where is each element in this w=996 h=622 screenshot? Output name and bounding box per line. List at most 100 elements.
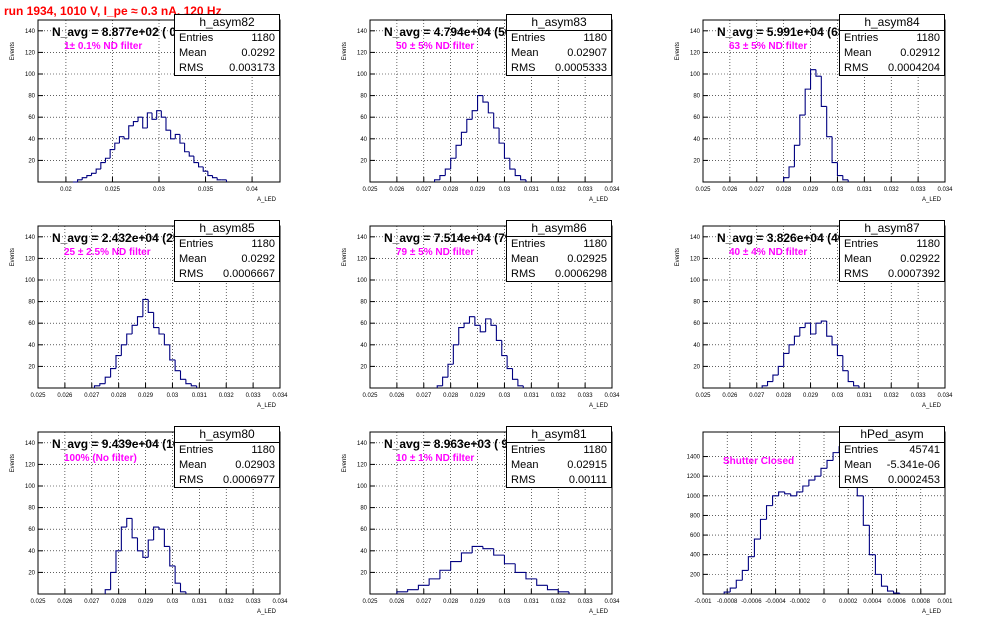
stats-label: Entries	[511, 238, 546, 250]
filter-annotation: Shutter Closed	[723, 456, 795, 467]
histogram-bin	[131, 324, 138, 334]
histogram-bin	[485, 318, 491, 332]
x-tick-label: 0.032	[551, 393, 567, 399]
stats-value: 0.003173	[229, 62, 275, 74]
y-tick-label: 40	[693, 343, 700, 349]
y-tick-label: 40	[360, 343, 367, 349]
x-tick-label: 0.03	[832, 187, 844, 193]
stats-row-rms: RMS 0.0006298	[507, 267, 611, 282]
histogram-bin	[436, 385, 443, 388]
x-tick-label: 0.034	[604, 187, 620, 193]
stats-value: 1180	[916, 238, 940, 250]
histogram-bin	[153, 526, 159, 540]
stats-value: 0.0007392	[888, 268, 940, 280]
histogram-bin	[433, 179, 440, 182]
y-axis-title: Events	[342, 42, 348, 60]
stats-value: 0.02915	[567, 459, 607, 471]
histogram-bin	[842, 355, 849, 372]
histogram-bin	[766, 380, 773, 386]
stats-label: RMS	[179, 268, 204, 280]
histogram-bin	[759, 518, 767, 540]
histogram-bin	[501, 340, 508, 357]
histogram-bin	[193, 156, 199, 164]
y-tick-label: 60	[360, 321, 367, 327]
x-tick-label: 0.026	[57, 599, 73, 605]
histogram-bin	[458, 326, 465, 345]
x-axis-title: A_LED	[922, 197, 942, 203]
stats-label: Entries	[179, 238, 214, 250]
x-tick-label: 0.032	[219, 393, 235, 399]
histogram-bin	[880, 574, 888, 587]
histogram-bin	[482, 546, 494, 550]
stats-label: RMS	[844, 62, 869, 74]
histogram-bin	[460, 552, 473, 562]
stats-row-mean: Mean 0.02915	[507, 458, 611, 473]
histogram-bin	[836, 162, 843, 177]
filter-annotation: 63 ± 5% ND filter	[729, 41, 808, 52]
x-tick-label: 0.031	[524, 393, 540, 399]
histogram-bin	[753, 538, 761, 557]
histogram-bin	[120, 344, 127, 356]
histogram-bin	[439, 569, 451, 579]
x-tick-label: 0.025	[105, 187, 121, 193]
x-tick-label: 0.029	[470, 599, 486, 605]
stats-label: Mean	[844, 47, 872, 59]
y-tick-label: 20	[693, 158, 700, 164]
x-tick-label: 0.033	[578, 599, 594, 605]
y-tick-label: 20	[360, 570, 367, 576]
y-tick-label: 60	[28, 321, 35, 327]
histogram-bin	[115, 355, 122, 369]
histogram-bin	[788, 344, 795, 354]
stats-row-mean: Mean 0.02903	[175, 458, 279, 473]
x-tick-label: 0.031	[524, 187, 540, 193]
stats-value: 1180	[251, 238, 275, 250]
histogram-bin	[104, 376, 111, 384]
histogram-title: N_avg = 3.826e+04 (40.5 %)	[717, 231, 873, 245]
x-tick-label: 0.0006	[887, 599, 906, 605]
x-tick-label: 0.032	[219, 599, 235, 605]
histogram-bin	[802, 485, 809, 492]
x-tick-label: 0.02	[60, 187, 72, 193]
x-tick-label: -0.0006	[741, 599, 762, 605]
histogram-title: N_avg = 4.794e+04 (50.8 %)	[384, 25, 540, 39]
x-axis-title: A_LED	[257, 403, 277, 409]
histogram-bin	[110, 571, 116, 590]
x-tick-label: 0.028	[443, 393, 459, 399]
stats-row-entries: Entries 1180	[175, 31, 279, 46]
stats-label: Mean	[844, 253, 872, 265]
stats-box: h_asym86 Entries 1180 Mean 0.02925 RMS 0.00062…	[506, 220, 612, 282]
x-tick-label: 0.035	[198, 187, 214, 193]
histogram-bin	[790, 493, 797, 497]
histogram-bin	[810, 323, 816, 335]
filter-annotation: 40 ± 4% ND filter	[729, 247, 808, 258]
stats-row-rms: RMS 0.00111	[507, 473, 611, 488]
x-tick-label: -0.001	[694, 599, 712, 605]
histogram-bin	[471, 110, 478, 120]
filter-annotation: 79 ± 5% ND filter	[396, 247, 475, 258]
y-axis-title: Events	[10, 248, 16, 266]
histogram-bin	[784, 491, 791, 495]
histogram-bin	[783, 352, 790, 367]
stats-label: RMS	[511, 62, 536, 74]
histogram-bin	[853, 381, 859, 387]
histogram-bin	[506, 355, 513, 370]
y-tick-label: 80	[28, 300, 35, 306]
stats-box-name: h_asym85	[175, 221, 279, 237]
y-tick-label: 140	[25, 235, 36, 241]
histogram-bin	[132, 120, 139, 126]
stats-value: 0.0292	[241, 253, 275, 265]
y-tick-label: 100	[357, 278, 368, 284]
y-tick-label: 1000	[687, 494, 701, 500]
histogram-bin	[104, 589, 111, 594]
x-tick-label: 0.03	[167, 393, 179, 399]
histogram-bin	[741, 569, 749, 581]
histogram-bin	[95, 168, 101, 174]
histogram-bin	[842, 175, 849, 181]
y-tick-label: 20	[28, 158, 35, 164]
stats-label: RMS	[511, 268, 536, 280]
x-tick-label: 0.029	[138, 393, 154, 399]
histogram-bin	[444, 168, 451, 176]
histogram-bin	[455, 144, 462, 159]
y-tick-label: 120	[690, 50, 701, 56]
